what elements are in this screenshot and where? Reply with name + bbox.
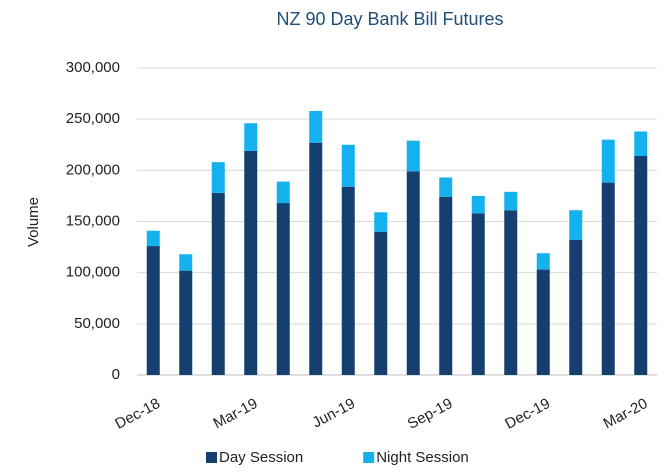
y-tick-label: 150,000 <box>66 212 120 229</box>
bar-segment <box>634 156 648 375</box>
bar-segment <box>569 239 583 375</box>
bar-segment <box>601 182 615 375</box>
legend-swatch <box>363 452 375 463</box>
bar-segment <box>374 212 388 232</box>
bar-segment <box>536 253 550 270</box>
y-tick-label: 0 <box>112 366 120 383</box>
y-tick-label: 250,000 <box>66 110 120 127</box>
x-tick-label: Mar-20 <box>601 395 651 432</box>
bar-segment <box>439 196 453 375</box>
bar-segment <box>211 162 225 193</box>
legend-label: Night Session <box>376 449 469 466</box>
bar-segment <box>504 191 518 211</box>
legend-swatch <box>206 452 217 463</box>
bar-segment <box>406 140 420 172</box>
bar-segment <box>276 203 290 375</box>
x-tick-label: Dec-18 <box>112 395 163 433</box>
bar-segment <box>179 270 193 375</box>
y-tick-label: 200,000 <box>66 161 120 178</box>
x-tick-label: Jun-19 <box>310 395 358 432</box>
y-tick-label: 300,000 <box>66 59 120 76</box>
legend-label: Day Session <box>219 449 303 466</box>
y-tick-label: 50,000 <box>74 315 120 332</box>
bar-segment <box>471 195 485 214</box>
bar-segment <box>406 171 420 375</box>
bar-segment <box>309 142 323 375</box>
bar-segment <box>471 213 485 375</box>
bar-segment <box>244 150 258 375</box>
bar-segment <box>146 230 160 247</box>
bar-segment <box>179 254 193 271</box>
bar-segment <box>211 192 225 375</box>
bar-segment <box>504 210 518 375</box>
x-tick-label: Sep-19 <box>405 395 456 433</box>
bar-segment <box>601 139 615 183</box>
bar-segment <box>341 186 355 375</box>
bar-segment <box>374 231 388 375</box>
bar-segment <box>309 110 323 143</box>
bar-segment <box>146 246 160 375</box>
bar-segment <box>341 144 355 187</box>
bar-segment <box>244 123 258 151</box>
x-tick-label: Dec-19 <box>502 395 553 433</box>
bar-segment <box>634 131 648 157</box>
y-axis-label: Volume <box>25 197 42 247</box>
bar-segment <box>536 269 550 375</box>
bar-segment <box>569 210 583 240</box>
y-tick-label: 100,000 <box>66 264 120 281</box>
x-tick-label: Mar-19 <box>211 395 261 432</box>
bar-segment <box>439 177 453 197</box>
chart-title: NZ 90 Day Bank Bill Futures <box>276 9 503 29</box>
bar-segment <box>276 181 290 204</box>
